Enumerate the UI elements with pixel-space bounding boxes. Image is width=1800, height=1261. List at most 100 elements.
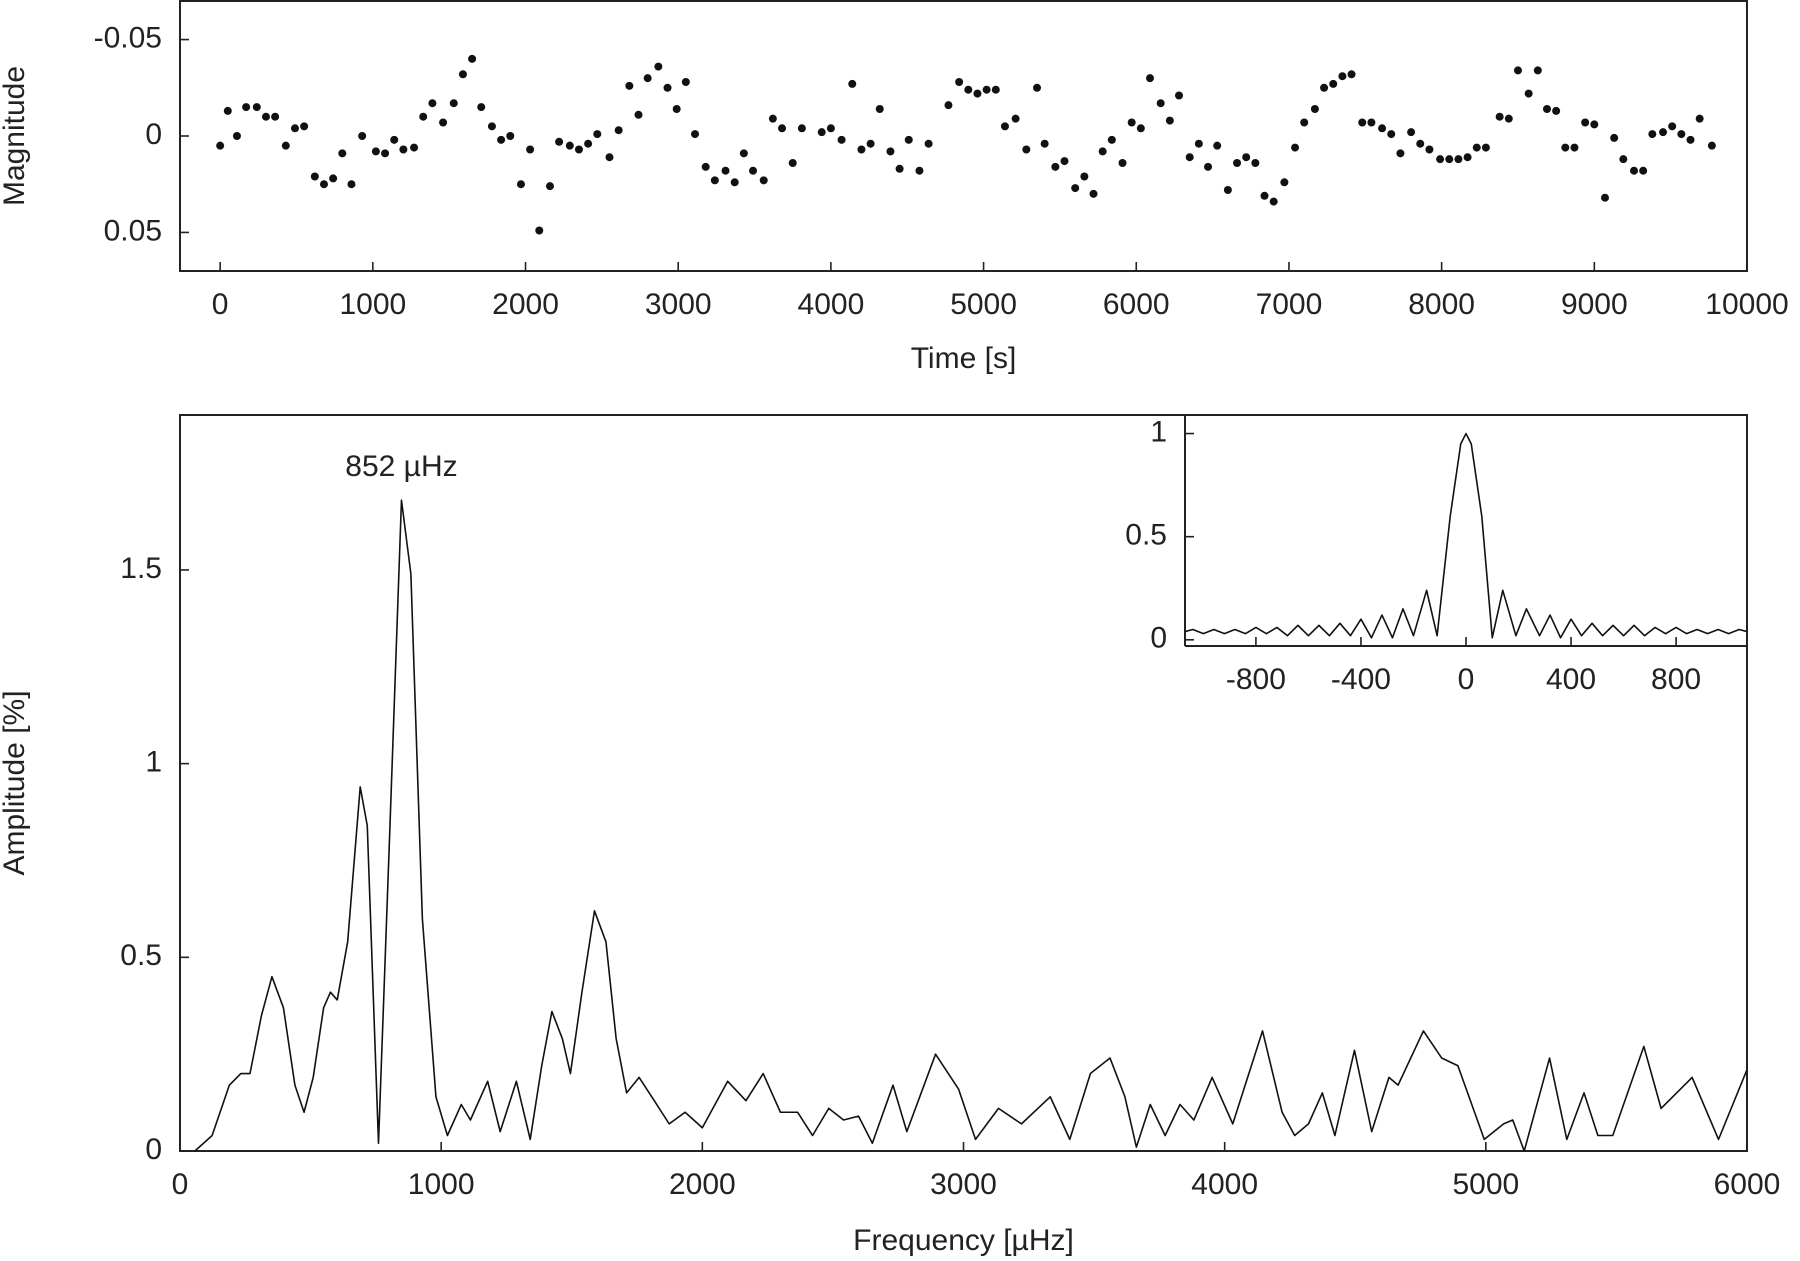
data-point [1463,153,1472,162]
data-point [768,114,777,123]
data-point [1071,184,1080,193]
x-tick-label: 5000 [950,288,1017,321]
data-point [535,226,544,235]
x-tick-label: 400 [1546,663,1596,696]
x-tick-label: -400 [1331,663,1391,696]
data-point [261,112,270,121]
data-point [1436,155,1445,164]
x-tick-label: 3000 [645,288,712,321]
data-point [290,124,299,133]
x-tick-label: 3000 [930,1168,997,1201]
data-point [497,135,506,144]
y-tick-label: 0.05 [104,214,162,247]
data-point [1358,118,1367,127]
data-point [565,141,574,150]
x-tick-label: 800 [1651,663,1701,696]
data-point [991,85,1000,94]
data-point [1040,139,1049,148]
data-point [319,180,328,189]
x-tick-label: 4000 [1191,1168,1258,1201]
data-point [439,118,448,127]
data-point [1695,114,1704,123]
data-point [1659,128,1668,137]
data-point [1425,145,1434,154]
data-point [1118,159,1127,167]
peak-annotation: 852 µHz [345,450,457,483]
data-point [1630,166,1639,175]
y-tick-label: 1 [1150,415,1167,448]
data-point [1060,157,1069,166]
data-point [216,141,225,150]
data-point [895,164,904,173]
y-axis-title: Amplitude [%] [0,690,31,875]
spectrum-line [194,499,1748,1152]
data-point [982,85,991,94]
x-tick-label: 4000 [798,288,865,321]
data-point [329,174,338,183]
data-point [281,141,290,150]
data-point [710,176,719,185]
data-point [1320,83,1329,92]
data-point [1570,143,1579,152]
data-point [1387,130,1396,139]
x-tick-label: 2000 [492,288,559,321]
data-point [1513,66,1522,75]
data-point [605,153,614,162]
data-point [1396,149,1405,158]
data-point [1310,105,1319,113]
data-point [634,110,643,119]
data-point [410,143,419,152]
data-point [1233,159,1242,167]
data-point [797,124,806,133]
plot-frame [179,414,1748,1152]
data-point [1581,118,1590,127]
data-point [1185,153,1194,162]
y-tick-label: 0 [145,118,162,151]
y-tick-label: 1 [145,746,162,779]
data-point [223,106,232,115]
data-point [358,132,367,140]
data-point [310,172,319,181]
data-point [778,124,787,133]
data-point [526,145,535,154]
data-point [886,147,895,156]
data-point [545,182,554,191]
data-point [1561,143,1570,152]
x-tick-label: 0 [1458,663,1475,696]
data-point [759,176,768,185]
y-tick-label: 0 [1150,622,1167,655]
data-point [875,105,884,113]
data-point [1668,122,1677,131]
data-point [681,78,690,86]
data-point [944,101,953,110]
data-point [691,130,700,139]
data-point [300,122,309,131]
data-point [419,112,428,121]
data-point [1686,135,1695,144]
data-point [654,62,663,71]
data-point [1000,122,1009,131]
y-tick-label: -0.05 [94,21,162,54]
x-tick-label: 6000 [1103,288,1170,321]
data-point [574,145,583,154]
data-point [1269,197,1278,206]
y-axis-title: Magnitude [0,66,31,206]
data-point [1533,66,1542,75]
data-point [1648,130,1657,139]
data-point [730,178,739,187]
data-point [338,149,347,158]
spectrum-line [1184,432,1748,639]
data-point [1407,128,1416,137]
data-point [1338,72,1347,81]
data-point [1378,124,1387,133]
data-point [271,112,280,121]
data-point [487,122,496,131]
x-axis-title: Time [s] [911,342,1017,375]
data-point [1416,139,1425,148]
data-point [1610,133,1619,142]
x-tick-label: 0 [212,288,229,321]
data-point [1011,114,1020,123]
data-point [672,105,681,113]
data-point [1223,186,1232,194]
